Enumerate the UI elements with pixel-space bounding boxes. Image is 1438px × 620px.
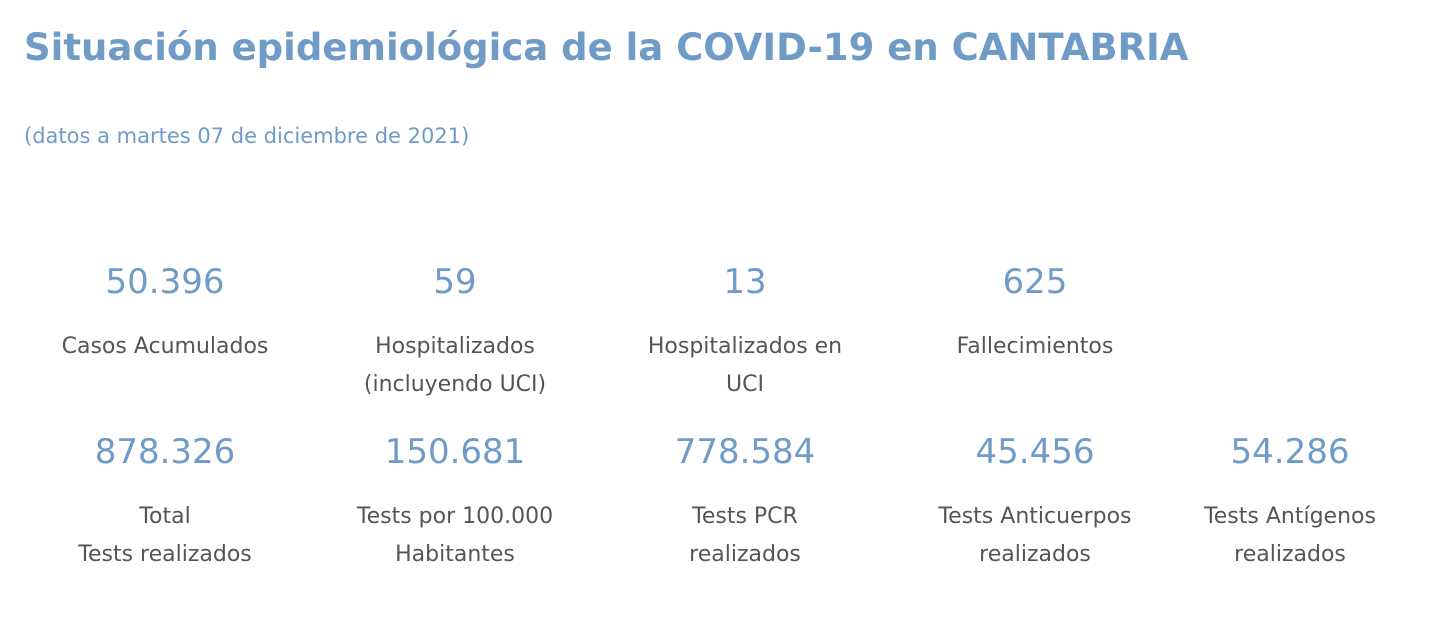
stat-total-tests: 878.326 Total Tests realizados — [25, 432, 305, 574]
stat-label: Tests Antígenos realizados — [1204, 504, 1376, 567]
stat-value: 878.326 — [94, 432, 236, 472]
stat-tests-antigenos: 54.286 Tests Antígenos realizados — [1150, 432, 1430, 574]
stat-label: Tests PCR realizados — [689, 504, 801, 567]
data-date-subtitle: (datos a martes 07 de diciembre de 2021) — [24, 124, 470, 148]
stat-label: Total Tests realizados — [78, 504, 252, 567]
stat-label: Tests Anticuerpos realizados — [938, 504, 1132, 567]
stat-value: 13 — [723, 262, 767, 302]
stat-tests-anticuerpos: 45.456 Tests Anticuerpos realizados — [895, 432, 1175, 574]
stat-value: 54.286 — [1230, 432, 1350, 472]
stat-label: Hospitalizados (incluyendo UCI) — [363, 334, 547, 397]
stat-value: 59 — [433, 262, 477, 302]
page-title: Situación epidemiológica de la COVID-19 … — [24, 26, 1189, 69]
stat-value: 50.396 — [105, 262, 225, 302]
stat-label: Fallecimientos — [956, 334, 1114, 359]
stat-fallecimientos: 625 Fallecimientos — [895, 262, 1175, 366]
stat-hospitalizados-uci: 13 Hospitalizados en UCI — [605, 262, 885, 404]
stat-value: 778.584 — [674, 432, 816, 472]
stat-hospitalizados: 59 Hospitalizados (incluyendo UCI) — [315, 262, 595, 404]
stat-value: 625 — [1002, 262, 1068, 302]
stat-label: Casos Acumulados — [61, 334, 269, 359]
stat-value: 150.681 — [384, 432, 526, 472]
stat-casos-acumulados: 50.396 Casos Acumulados — [25, 262, 305, 366]
stat-value: 45.456 — [975, 432, 1095, 472]
stat-tests-por-100000: 150.681 Tests por 100.000 Habitantes — [315, 432, 595, 574]
stat-label: Hospitalizados en UCI — [647, 334, 843, 397]
stat-label: Tests por 100.000 Habitantes — [356, 504, 554, 567]
stat-tests-pcr: 778.584 Tests PCR realizados — [605, 432, 885, 574]
